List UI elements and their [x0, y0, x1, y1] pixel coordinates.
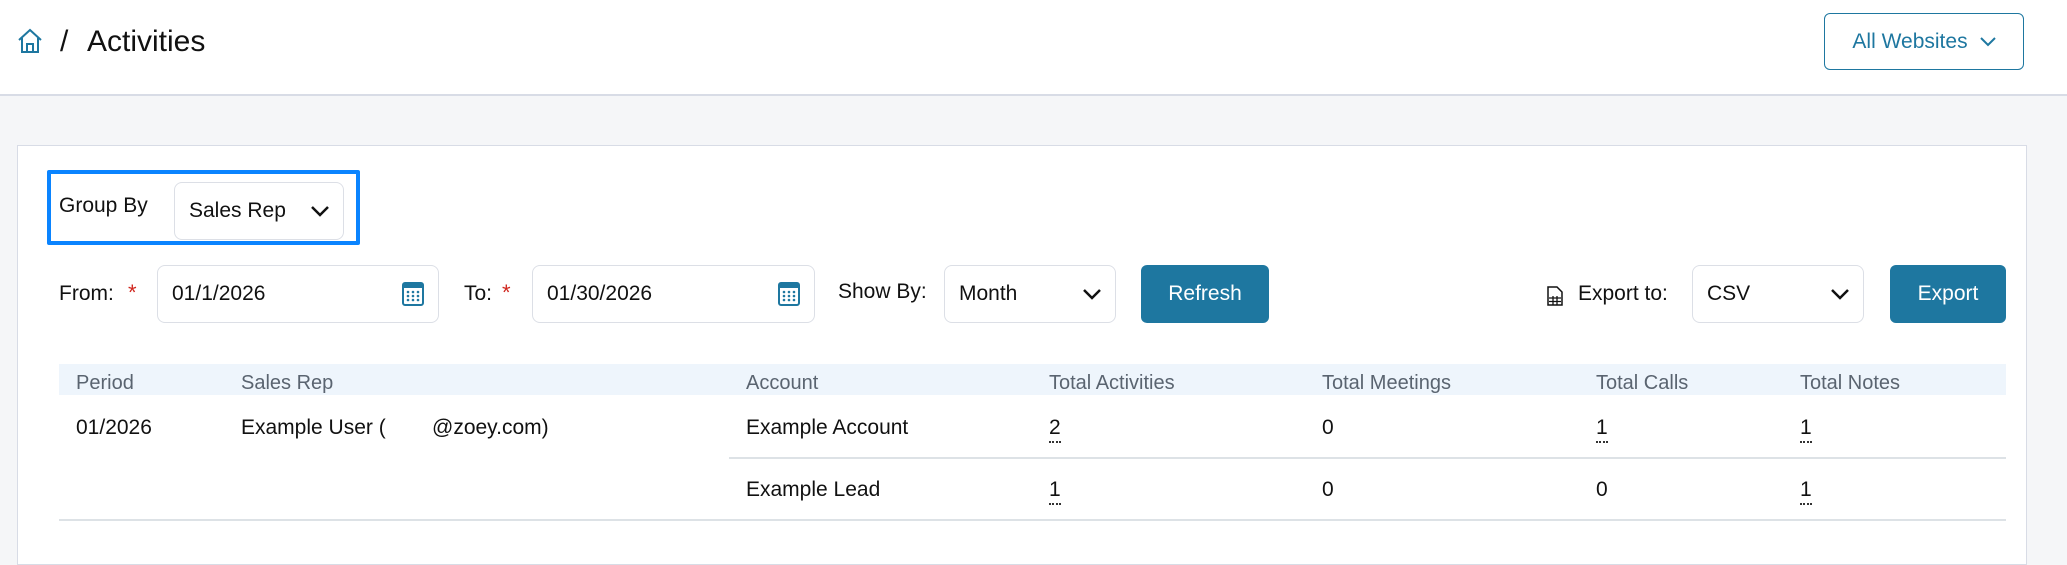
calendar-icon[interactable]	[778, 282, 800, 306]
spreadsheet-file-icon	[1547, 286, 1563, 306]
from-label: From:	[59, 282, 114, 305]
total-notes-link[interactable]: 1	[1800, 478, 1812, 505]
column-header: Account	[746, 372, 819, 394]
show-by-select[interactable]: Month	[944, 265, 1116, 323]
column-header: Total Notes	[1800, 372, 1901, 394]
total-calls-cell: 0	[1596, 478, 1608, 501]
show-by-value: Month	[959, 282, 1018, 305]
chevron-down-icon	[1979, 36, 1996, 46]
group-by-label: Group By	[59, 194, 148, 217]
export-button[interactable]: Export	[1890, 265, 2006, 323]
row-divider	[729, 457, 2006, 459]
column-header: Total Meetings	[1322, 372, 1451, 394]
calendar-icon[interactable]	[402, 282, 424, 306]
account-cell: Example Account	[746, 416, 909, 439]
total-meetings-cell: 0	[1322, 478, 1334, 501]
total-calls-link[interactable]: 1	[1596, 416, 1608, 443]
page-title: Activities	[87, 25, 206, 58]
sales-rep-email: @zoey.com)	[432, 416, 549, 439]
column-header: Total Calls	[1596, 372, 1689, 394]
chevron-down-icon	[311, 205, 329, 217]
report-panel	[17, 145, 2027, 565]
period-cell: 01/2026	[76, 416, 152, 439]
chevron-down-icon	[1083, 288, 1101, 300]
total-meetings-cell: 0	[1322, 416, 1334, 439]
breadcrumb-separator: /	[60, 25, 69, 58]
account-cell: Example Lead	[746, 478, 881, 501]
required-mark: *	[128, 280, 137, 305]
home-icon[interactable]	[16, 27, 44, 55]
table-bottom-border	[59, 519, 2006, 521]
total-activities-link[interactable]: 1	[1049, 478, 1061, 505]
column-header: Sales Rep	[241, 372, 334, 394]
from-date-value: 01/1/2026	[172, 282, 266, 305]
to-label: To:	[464, 282, 493, 305]
column-header: Total Activities	[1049, 372, 1175, 394]
total-notes-link[interactable]: 1	[1800, 416, 1812, 443]
show-by-label: Show By:	[838, 280, 927, 303]
website-selector-label: All Websites	[1852, 29, 1968, 53]
table-header	[59, 364, 2006, 395]
export-to-label: Export to:	[1578, 282, 1668, 305]
required-mark: *	[502, 280, 511, 305]
total-activities-link[interactable]: 2	[1049, 416, 1061, 443]
refresh-button[interactable]: Refresh	[1141, 265, 1269, 323]
from-date-input[interactable]: 01/1/2026	[157, 265, 439, 323]
chevron-down-icon	[1831, 288, 1849, 300]
sales-rep-name: Example User (	[241, 416, 386, 439]
group-by-select[interactable]: Sales Rep	[174, 182, 344, 240]
page-header: / Activities All Websites	[0, 0, 2067, 96]
to-date-value: 01/30/2026	[547, 282, 653, 305]
export-format-value: CSV	[1707, 282, 1751, 305]
group-by-highlight	[47, 170, 360, 245]
export-format-select[interactable]: CSV	[1692, 265, 1864, 323]
website-selector[interactable]: All Websites	[1824, 13, 2024, 70]
group-by-value: Sales Rep	[189, 199, 286, 222]
column-header: Period	[76, 372, 134, 394]
to-date-input[interactable]: 01/30/2026	[532, 265, 815, 323]
